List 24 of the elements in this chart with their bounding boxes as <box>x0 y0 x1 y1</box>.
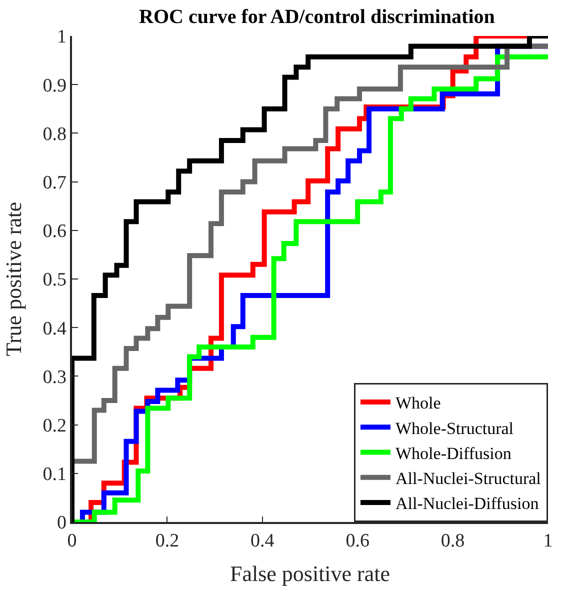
x-tick-label: 0.8 <box>440 530 465 552</box>
y-tick-label: 0.3 <box>42 366 66 388</box>
y-tick-label: 0.6 <box>42 221 66 242</box>
y-tick-label: 0.8 <box>42 124 66 145</box>
x-tick-label: 0.2 <box>155 530 180 552</box>
y-axis-title: True positive rate <box>1 202 26 356</box>
y-tick-label: 0.7 <box>42 172 66 194</box>
x-tick-label: 0.6 <box>346 530 370 552</box>
y-tick-label: 0.1 <box>42 464 66 486</box>
y-tick-label: 0.5 <box>42 270 66 291</box>
y-tick-label: 1 <box>56 26 66 48</box>
y-tick-label: 0.4 <box>42 318 67 340</box>
legend-label: Whole <box>396 394 441 413</box>
y-tick-label: 0.2 <box>42 415 66 436</box>
legend-label: All-Nuclei-Structural <box>396 468 542 488</box>
x-tick-label: 1 <box>543 530 553 552</box>
chart-title: ROC curve for AD/control discrimination <box>139 6 495 28</box>
y-tick-label: 0.9 <box>42 75 66 96</box>
x-tick-label: 0.4 <box>250 530 275 552</box>
legend-label: Whole-Structural <box>396 418 514 438</box>
legend-label: Whole-Diffusion <box>396 444 512 463</box>
legend-label: All-Nuclei-Diffusion <box>396 494 540 514</box>
y-tick-label: 0 <box>56 512 66 534</box>
x-axis-title: False positive rate <box>230 560 390 586</box>
